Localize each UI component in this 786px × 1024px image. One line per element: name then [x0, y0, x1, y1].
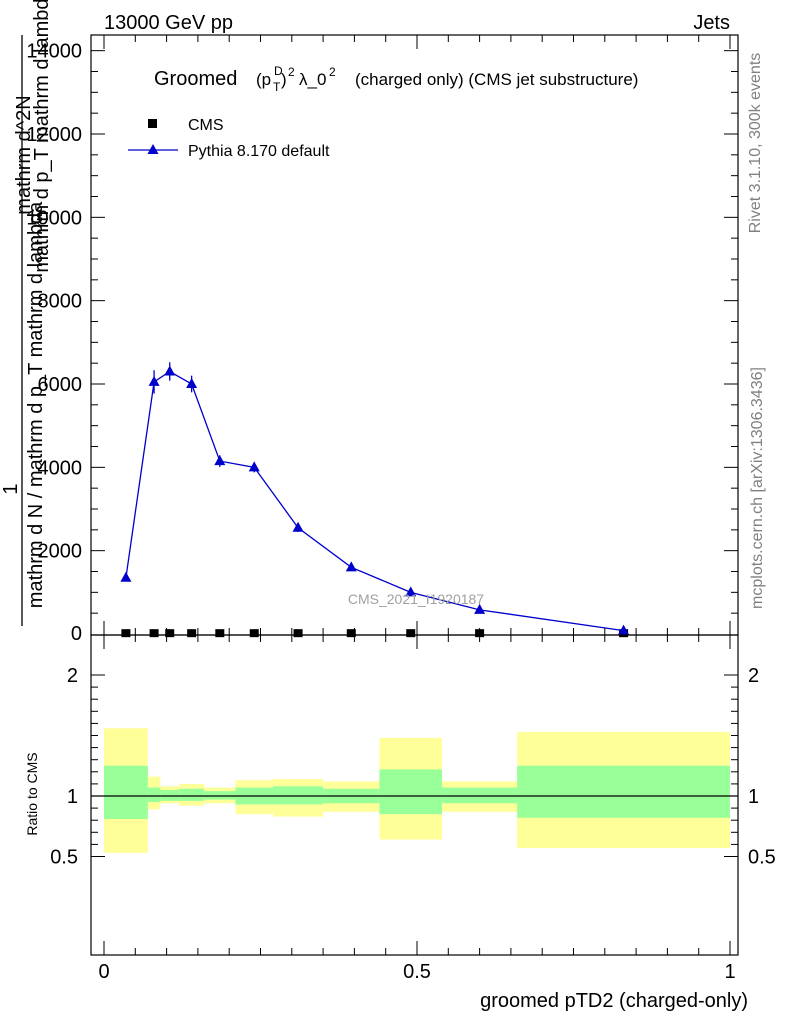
cms-point — [249, 629, 259, 638]
pythia-point — [186, 378, 198, 388]
ratio-inner-band — [179, 788, 205, 801]
main-ylabel-line3: mathrm d p_T mathrm d lambda — [31, 0, 53, 273]
pythia-point — [474, 603, 486, 614]
ratio-y-tick-label: 1 — [67, 786, 78, 808]
svg-text:(p: (p — [256, 70, 271, 89]
watermark: CMS_2021_I1920187 — [348, 591, 484, 607]
svg-text:2: 2 — [329, 65, 336, 79]
ratio-inner-band — [379, 769, 443, 815]
pythia-point — [345, 561, 357, 572]
pythia-point — [148, 375, 160, 386]
legend-cms-label: CMS — [188, 117, 224, 134]
pythia-point — [214, 455, 226, 466]
pythia-point — [248, 461, 260, 472]
ratio-y-tick-label-right: 2 — [748, 665, 759, 687]
legend-pythia-marker — [147, 144, 159, 154]
main-title-math: (p T D ) 2 λ_0 2 — [256, 64, 336, 94]
main-panel: 2000 4000 6000 8000 10000 12000 14000 0 Groomed… — [0, 0, 739, 645]
main-ylabel-line2: mathrm d^2N — [13, 95, 35, 214]
ratio-y-tick-label: 2 — [67, 665, 78, 687]
ratio-inner-band — [517, 765, 730, 818]
ratio-inner-band — [160, 789, 180, 801]
ratio-x-tick-label: 1 — [724, 961, 735, 983]
pythia-point — [120, 571, 132, 582]
ratio-y-tick-label-right: 0.5 — [748, 847, 776, 869]
ratio-ylabel: Ratio to CMS — [24, 752, 40, 835]
cms-point — [121, 629, 131, 638]
ratio-y-axis: 0.5 0.5 1 1 2 2 — [50, 665, 776, 869]
main-y-tick-label-zero: 0 — [71, 623, 82, 645]
main-y-tick-label: 10000 — [26, 207, 82, 229]
ratio-x-tick-label: 0 — [98, 961, 109, 983]
energy-label: 13000 GeV pp — [104, 12, 233, 34]
legend-cms-marker — [148, 119, 157, 128]
svg-text:T: T — [273, 80, 281, 94]
main-y-tick-label: 6000 — [38, 374, 83, 396]
ratio-y-tick-label-right: 1 — [748, 786, 759, 808]
svg-text:2: 2 — [288, 65, 295, 79]
x-axis-label: groomed pTD2 (charged-only) — [480, 990, 748, 1012]
svg-text:): ) — [281, 70, 287, 89]
pythia-point — [405, 586, 417, 597]
ratio-inner-band — [273, 786, 324, 805]
cms-point — [215, 629, 225, 638]
cms-point — [187, 629, 197, 638]
main-title-prefix: Groomed — [154, 68, 237, 90]
mcplots-label: mcplots.cern.ch [arXiv:1306.3436] — [749, 367, 766, 609]
svg-text:λ_0: λ_0 — [299, 70, 326, 89]
cms-point — [165, 629, 175, 638]
main-y-tick-label: 14000 — [26, 41, 82, 63]
category-label: Jets — [693, 12, 730, 34]
legend: CMS Pythia 8.170 default — [128, 117, 330, 160]
cms-point — [406, 629, 416, 638]
main-y-axis: 2000 4000 6000 8000 10000 12000 14000 0 — [26, 41, 738, 645]
main-title-suffix: (charged only) (CMS jet substructure) — [355, 70, 638, 89]
pythia-point — [164, 365, 176, 376]
svg-text:D: D — [274, 64, 283, 78]
cms-point — [149, 629, 159, 638]
main-ylabel-line1: mathrm d N / mathrm d p_T mathrm d lambd… — [25, 201, 47, 608]
ratio-plot-area — [91, 728, 738, 853]
ratio-x-tick-label: 0.5 — [403, 961, 431, 983]
ratio-inner-band — [104, 765, 148, 819]
cms-point — [346, 629, 356, 638]
ratio-y-tick-label: 0.5 — [50, 847, 78, 869]
main-x-ticks — [103, 35, 731, 635]
ratio-inner-band — [442, 787, 518, 804]
main-y-tick-label: 4000 — [38, 457, 83, 479]
main-ylabel-numerator: 1 — [0, 483, 22, 494]
ratio-frame — [90, 634, 739, 956]
main-plot-area — [120, 362, 630, 638]
ratio-inner-band — [147, 787, 161, 803]
ratio-panel: 0.5 0.51 12 2 0 0.5 1 Ratio to CMS groomed pT… — [24, 634, 776, 1012]
main-y-tick-label: 2000 — [38, 541, 83, 563]
rivet-label: Rivet 3.1.10, 300k events — [747, 53, 764, 234]
pythia-point — [618, 624, 630, 635]
main-y-tick-label: 8000 — [38, 291, 83, 313]
main-y-tick-label: 12000 — [26, 124, 82, 146]
cms-point — [293, 629, 303, 638]
ratio-inner-band — [204, 791, 236, 800]
pythia-point — [292, 521, 304, 532]
legend-pythia-label: Pythia 8.170 default — [188, 143, 330, 160]
ratio-x-axis: 0 0.5 1 — [98, 635, 736, 983]
